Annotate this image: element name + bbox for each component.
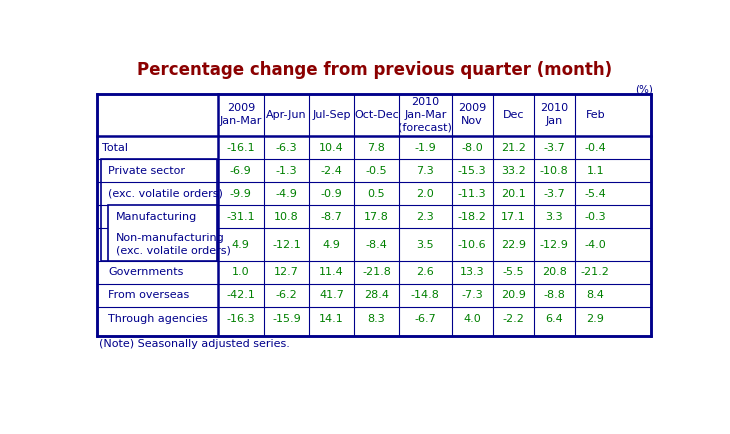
Text: 21.2: 21.2 [501,142,526,153]
Text: 2009
Jan-Mar: 2009 Jan-Mar [220,103,262,126]
Text: 1.0: 1.0 [232,267,250,277]
Text: -6.9: -6.9 [230,166,252,176]
Text: 6.4: 6.4 [545,313,563,323]
Text: -16.3: -16.3 [226,313,256,323]
Text: 8.3: 8.3 [368,313,385,323]
Text: -10.8: -10.8 [540,166,569,176]
Text: 28.4: 28.4 [364,290,389,300]
Text: 13.3: 13.3 [460,267,485,277]
Text: 14.1: 14.1 [319,313,344,323]
Text: 7.8: 7.8 [367,142,385,153]
Text: 20.9: 20.9 [501,290,526,300]
Text: -2.4: -2.4 [320,166,342,176]
Text: -31.1: -31.1 [226,212,256,222]
Text: 2.3: 2.3 [416,212,434,222]
Text: Feb: Feb [585,110,605,120]
Text: 10.8: 10.8 [274,212,299,222]
Text: Jul-Sep: Jul-Sep [312,110,350,120]
Text: 17.1: 17.1 [501,212,526,222]
Text: -8.8: -8.8 [543,290,565,300]
Text: 7.3: 7.3 [416,166,434,176]
Bar [101,159,217,261]
Text: From overseas: From overseas [108,290,190,300]
Text: -14.8: -14.8 [411,290,439,300]
Text: Apr-Jun: Apr-Jun [266,110,307,120]
Text: -12.1: -12.1 [272,240,301,250]
Text: -6.3: -6.3 [276,142,297,153]
Text: -5.4: -5.4 [585,189,606,199]
Text: Manufacturing: Manufacturing [116,212,197,222]
Text: 20.1: 20.1 [501,189,526,199]
Text: 2010
Jan: 2010 Jan [540,103,569,126]
Text: Through agencies: Through agencies [108,313,208,323]
Bar [97,94,651,336]
Text: 2.9: 2.9 [586,313,604,323]
Text: 3.5: 3.5 [416,240,434,250]
Text: (exc. volatile orders): (exc. volatile orders) [108,189,223,199]
Text: -11.3: -11.3 [458,189,486,199]
Text: 11.4: 11.4 [319,267,344,277]
Bar [97,94,651,336]
Text: 12.7: 12.7 [274,267,299,277]
Text: -0.3: -0.3 [585,212,606,222]
Text: 41.7: 41.7 [319,290,344,300]
Text: -7.3: -7.3 [461,290,483,300]
Text: 8.4: 8.4 [586,290,604,300]
Text: 2009
Nov: 2009 Nov [458,103,486,126]
Text: 0.5: 0.5 [368,189,385,199]
Text: Private sector: Private sector [108,166,185,176]
Text: 4.9: 4.9 [323,240,340,250]
Text: 33.2: 33.2 [501,166,526,176]
Text: -2.2: -2.2 [502,313,524,323]
Text: -6.7: -6.7 [415,313,436,323]
Text: -1.9: -1.9 [415,142,436,153]
Text: Oct-Dec: Oct-Dec [354,110,399,120]
Text: -21.2: -21.2 [581,267,610,277]
Text: Governments: Governments [108,267,184,277]
Text: 1.1: 1.1 [587,166,604,176]
Text: -42.1: -42.1 [226,290,256,300]
Text: -18.2: -18.2 [458,212,487,222]
Text: -4.9: -4.9 [276,189,298,199]
Text: -10.6: -10.6 [458,240,486,250]
Text: Dec: Dec [502,110,524,120]
Text: -0.5: -0.5 [366,166,387,176]
Text: 4.9: 4.9 [232,240,250,250]
Text: -16.1: -16.1 [226,142,256,153]
Text: 10.4: 10.4 [319,142,344,153]
Text: (Note) Seasonally adjusted series.: (Note) Seasonally adjusted series. [99,339,290,349]
Text: 2.0: 2.0 [416,189,434,199]
Text: 17.8: 17.8 [364,212,389,222]
Text: Percentage change from previous quarter (month): Percentage change from previous quarter … [137,61,612,79]
Text: -6.2: -6.2 [276,290,297,300]
Text: 22.9: 22.9 [501,240,526,250]
Text: 4.0: 4.0 [464,313,481,323]
Text: -1.3: -1.3 [276,166,297,176]
Text: 20.8: 20.8 [542,267,566,277]
Text: 2.6: 2.6 [416,267,434,277]
Text: -3.7: -3.7 [543,189,565,199]
Text: -4.0: -4.0 [585,240,606,250]
Text: -12.9: -12.9 [540,240,569,250]
Text: -15.9: -15.9 [272,313,301,323]
Text: 3.3: 3.3 [545,212,563,222]
Text: -0.4: -0.4 [585,142,606,153]
Text: Non-manufacturing
(exc. volatile orders): Non-manufacturing (exc. volatile orders) [116,233,231,256]
Text: -5.5: -5.5 [502,267,524,277]
Text: Total: Total [102,142,128,153]
Text: -8.0: -8.0 [461,142,483,153]
Text: -21.8: -21.8 [362,267,391,277]
Bar [107,205,217,261]
Text: 2010
Jan-Mar
(forecast): 2010 Jan-Mar (forecast) [399,97,452,133]
Text: -3.7: -3.7 [543,142,565,153]
Text: -15.3: -15.3 [458,166,486,176]
Text: -8.4: -8.4 [366,240,388,250]
Text: (%): (%) [635,85,653,95]
Text: -0.9: -0.9 [320,189,342,199]
Text: -8.7: -8.7 [320,212,342,222]
Text: -9.9: -9.9 [230,189,252,199]
